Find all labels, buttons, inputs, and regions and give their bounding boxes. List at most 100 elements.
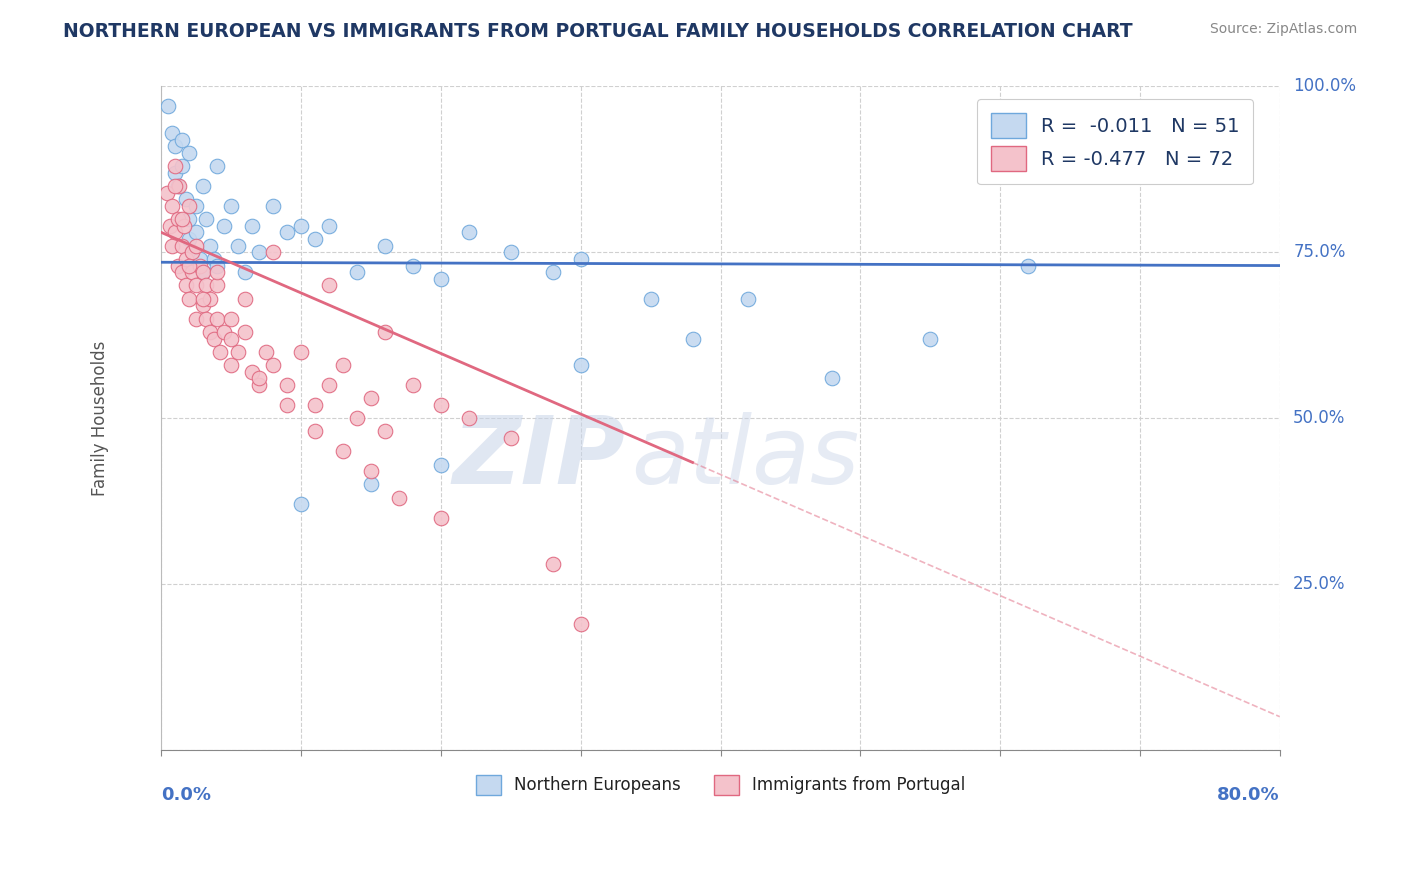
Point bbox=[159, 219, 181, 233]
Point bbox=[569, 252, 592, 266]
Point bbox=[402, 378, 425, 392]
Point bbox=[304, 232, 326, 246]
Point bbox=[157, 99, 180, 113]
Point bbox=[176, 192, 198, 206]
Point bbox=[193, 178, 215, 193]
Text: Family Households: Family Households bbox=[91, 341, 108, 496]
Point bbox=[499, 431, 522, 445]
Point bbox=[186, 238, 208, 252]
Text: NORTHERN EUROPEAN VS IMMIGRANTS FROM PORTUGAL FAMILY HOUSEHOLDS CORRELATION CHAR: NORTHERN EUROPEAN VS IMMIGRANTS FROM POR… bbox=[63, 22, 1133, 41]
Point bbox=[195, 278, 218, 293]
Point bbox=[290, 344, 312, 359]
Point bbox=[332, 358, 354, 372]
Point bbox=[640, 292, 662, 306]
Point bbox=[205, 278, 228, 293]
Point bbox=[318, 378, 340, 392]
Point bbox=[541, 265, 564, 279]
Point bbox=[318, 278, 340, 293]
Point bbox=[212, 219, 235, 233]
Point bbox=[430, 458, 453, 472]
Point bbox=[360, 391, 382, 405]
Point bbox=[205, 159, 228, 173]
Point bbox=[186, 311, 208, 326]
Point bbox=[430, 272, 453, 286]
Point bbox=[346, 265, 368, 279]
Point bbox=[190, 259, 212, 273]
Point bbox=[156, 186, 179, 200]
Point bbox=[193, 265, 215, 279]
Point bbox=[682, 332, 704, 346]
Point bbox=[262, 199, 284, 213]
Point bbox=[226, 344, 249, 359]
Point bbox=[202, 252, 225, 266]
Point bbox=[290, 497, 312, 511]
Point bbox=[402, 259, 425, 273]
Point bbox=[821, 371, 844, 385]
Point bbox=[208, 344, 231, 359]
Point bbox=[219, 358, 242, 372]
Point bbox=[360, 477, 382, 491]
Point bbox=[318, 219, 340, 233]
Point bbox=[374, 325, 396, 339]
Point bbox=[165, 139, 187, 153]
Point bbox=[205, 311, 228, 326]
Point bbox=[262, 245, 284, 260]
Text: 100.0%: 100.0% bbox=[1294, 78, 1357, 95]
Point bbox=[276, 398, 298, 412]
Text: atlas: atlas bbox=[631, 412, 859, 503]
Point bbox=[198, 238, 221, 252]
Point bbox=[195, 311, 218, 326]
Text: 50.0%: 50.0% bbox=[1294, 409, 1346, 427]
Point bbox=[233, 265, 256, 279]
Point bbox=[304, 425, 326, 439]
Point bbox=[247, 378, 270, 392]
Point bbox=[169, 178, 191, 193]
Point bbox=[165, 159, 187, 173]
Point bbox=[332, 444, 354, 458]
Point bbox=[233, 292, 256, 306]
Text: 25.0%: 25.0% bbox=[1294, 575, 1346, 593]
Point bbox=[186, 226, 208, 240]
Point bbox=[186, 278, 208, 293]
Legend: Northern Europeans, Immigrants from Portugal: Northern Europeans, Immigrants from Port… bbox=[468, 769, 972, 801]
Point bbox=[167, 178, 190, 193]
Point bbox=[186, 199, 208, 213]
Point bbox=[569, 616, 592, 631]
Point bbox=[388, 491, 411, 505]
Point bbox=[173, 219, 195, 233]
Text: ZIP: ZIP bbox=[453, 412, 626, 504]
Point bbox=[202, 332, 225, 346]
Point bbox=[181, 245, 204, 260]
Point bbox=[179, 259, 201, 273]
Point bbox=[162, 238, 184, 252]
Point bbox=[172, 238, 194, 252]
Point bbox=[360, 464, 382, 478]
Point bbox=[195, 212, 218, 227]
Text: 80.0%: 80.0% bbox=[1218, 787, 1279, 805]
Point bbox=[205, 259, 228, 273]
Point bbox=[219, 311, 242, 326]
Point bbox=[193, 298, 215, 312]
Point bbox=[457, 226, 479, 240]
Point bbox=[198, 292, 221, 306]
Point bbox=[499, 245, 522, 260]
Point bbox=[179, 199, 201, 213]
Point bbox=[172, 132, 194, 146]
Point bbox=[1017, 259, 1039, 273]
Point bbox=[262, 358, 284, 372]
Point bbox=[179, 232, 201, 246]
Point bbox=[240, 365, 263, 379]
Point bbox=[737, 292, 759, 306]
Point bbox=[226, 238, 249, 252]
Point bbox=[162, 199, 184, 213]
Point bbox=[541, 557, 564, 571]
Point bbox=[193, 292, 215, 306]
Text: 0.0%: 0.0% bbox=[162, 787, 211, 805]
Point bbox=[219, 199, 242, 213]
Point bbox=[374, 238, 396, 252]
Point bbox=[457, 411, 479, 425]
Point bbox=[346, 411, 368, 425]
Point bbox=[290, 219, 312, 233]
Point bbox=[179, 145, 201, 160]
Point bbox=[181, 245, 204, 260]
